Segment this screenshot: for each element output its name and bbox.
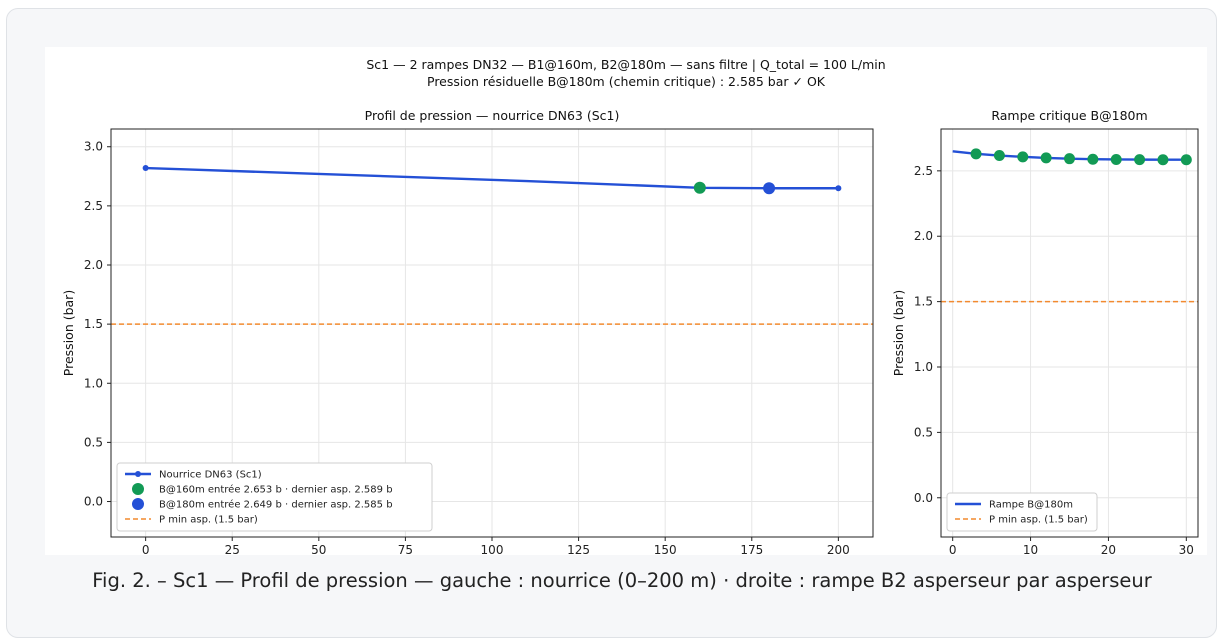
x-tick-label: 75 [398, 543, 413, 555]
marker-b180 [763, 182, 776, 195]
series-point [142, 165, 149, 172]
x-tick-label: 200 [827, 543, 850, 555]
legend-swatch-marker [132, 483, 144, 495]
y-tick-label: 1.0 [84, 376, 103, 390]
legend-label: B@180m entrée 2.649 b · dernier asp. 2.5… [159, 499, 393, 511]
y-tick-label: 3.0 [84, 140, 103, 154]
chart-nourrice: 0 25 50 75 100 125 150 175 200 0.0 0.5 1.0 1.5 2.0 2.5… [61, 108, 874, 574]
x-tick-label: 150 [654, 543, 677, 555]
chart-rampe: 0 10 20 30 0.0 0.5 1.0 1.5 2.0 2.5 Rampe critique … [891, 108, 1199, 574]
sprinkler-point [1134, 154, 1146, 166]
legend-label: P min asp. (1.5 bar) [159, 515, 258, 526]
y-tick-label: 2.0 [84, 258, 103, 272]
y-tick-label: 0.0 [84, 495, 103, 509]
y-tick-label: 2.5 [914, 164, 933, 178]
legend-label: B@160m entrée 2.653 b · dernier asp. 2.5… [159, 484, 393, 496]
sprinkler-point [1087, 153, 1099, 165]
x-tick-label: 175 [740, 543, 763, 555]
sprinkler-point [993, 150, 1005, 162]
sprinkler-point [1180, 154, 1192, 166]
y-tick-label: 2.5 [84, 199, 103, 213]
legend-label: Rampe B@180m [989, 500, 1073, 511]
x-tick-label: 125 [567, 543, 590, 555]
x-tick-label: 0 [949, 543, 957, 555]
x-tick-label: 30 [1179, 543, 1194, 555]
legend [116, 462, 433, 532]
x-tick-label: 10 [1023, 543, 1038, 555]
suptitle-line-1: Sc1 — 2 rampes DN32 — B1@160m, B2@180m —… [366, 57, 885, 72]
y-tick-label: 1.5 [914, 295, 933, 309]
sprinkler-point [1017, 151, 1029, 163]
figure-canvas: Sc1 — 2 rampes DN32 — B1@160m, B2@180m —… [61, 57, 1199, 574]
y-tick-label: 2.0 [914, 229, 933, 243]
y-tick-label: 1.0 [914, 360, 933, 374]
marker-b160 [693, 181, 706, 194]
sprinkler-point [1110, 153, 1122, 165]
figure-caption: Fig. 2. – Sc1 — Profil de pression — gau… [92, 569, 1152, 592]
chart-title: Rampe critique B@180m [991, 108, 1147, 123]
axes-frame [940, 128, 1199, 538]
sprinkler-point [1040, 152, 1052, 164]
legend-swatch-marker [132, 498, 144, 510]
figure: Sc1 — 2 rampes DN32 — B1@160m, B2@180m —… [45, 47, 1207, 574]
sprinkler-point [1157, 154, 1169, 166]
series-point [835, 185, 842, 192]
y-tick-label: 0.5 [84, 435, 103, 449]
legend-label: Nourrice DN63 (Sc1) [159, 470, 262, 481]
figure-card: Sc1 — 2 rampes DN32 — B1@160m, B2@180m —… [6, 8, 1217, 638]
legend [946, 492, 1098, 532]
sprinkler-point [970, 148, 982, 160]
x-tick-label: 20 [1101, 543, 1116, 555]
axes-frame [110, 128, 874, 538]
y-tick-label: 0.5 [914, 425, 933, 439]
x-tick-label: 50 [311, 543, 326, 555]
y-axis-label: Pression (bar) [61, 290, 76, 376]
sprinkler-point [1064, 153, 1075, 165]
y-tick-label: 1.5 [84, 317, 103, 331]
legend-label: P min asp. (1.5 bar) [989, 515, 1088, 526]
legend-swatch-point [135, 471, 141, 477]
suptitle-line-2: Pression résiduelle B@180m (chemin criti… [427, 74, 826, 89]
x-tick-label: 0 [142, 543, 150, 555]
y-tick-label: 0.0 [914, 491, 933, 505]
chart-title: Profil de pression — nourrice DN63 (Sc1) [365, 108, 620, 123]
x-tick-label: 25 [225, 543, 240, 555]
y-axis-label: Pression (bar) [891, 290, 906, 376]
x-tick-label: 100 [481, 543, 504, 555]
